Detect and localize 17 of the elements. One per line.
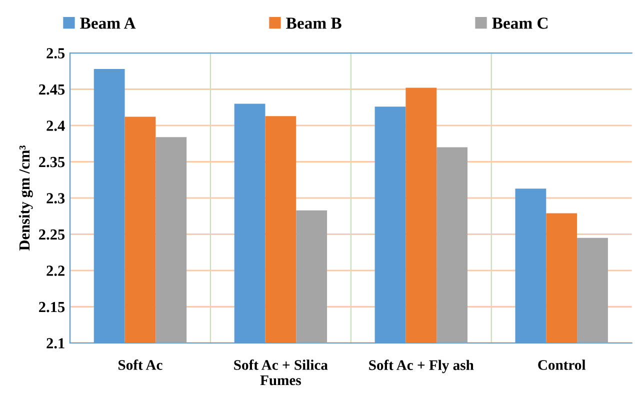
y-axis-title: Density gm /cm³ [18, 146, 33, 251]
y-tick-label: 2.2 [46, 266, 64, 276]
y-tick-label: 2.45 [39, 84, 65, 95]
legend-label: Beam A [80, 18, 136, 29]
y-tick-label: 2.3 [46, 193, 65, 204]
x-tick-label: Soft Ac + Silica Fumes [234, 360, 328, 386]
legend-label: Beam B [286, 18, 342, 29]
x-tick-label: Soft Ac [118, 360, 162, 370]
y-tick-label: 2.5 [46, 48, 65, 59]
y-tick-label: 2.1 [46, 338, 64, 349]
y-tick-label: 2.4 [46, 120, 65, 132]
y-tick-label: 2.25 [39, 229, 65, 240]
legend-label: Beam C [492, 18, 548, 29]
y-tick-label: 2.35 [39, 156, 65, 168]
x-tick-label: Control [538, 360, 586, 370]
x-tick-label: Soft Ac + Fly ash [369, 360, 474, 374]
y-tick-label: 2.15 [39, 302, 65, 312]
